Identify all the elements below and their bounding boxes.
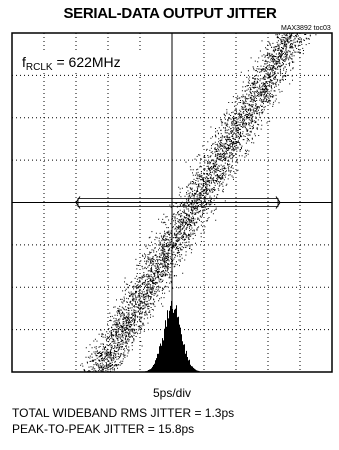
eye-trace <box>77 31 316 377</box>
x-scale-label: 5ps/div <box>153 386 191 400</box>
noise-dots <box>77 31 316 377</box>
figure-code: MAX3892 toc03 <box>281 25 331 32</box>
note: TOTAL WIDEBAND RMS JITTER = 1.3ps <box>12 406 234 420</box>
note: PEAK-TO-PEAK JITTER = 15.8ps <box>12 422 194 436</box>
condition-subscript: RCLK <box>26 62 53 73</box>
scope-figure: SERIAL-DATA OUTPUT JITTER MAX3892 toc03 … <box>0 0 339 450</box>
histogram <box>144 301 201 372</box>
page: SERIAL-DATA OUTPUT JITTER MAX3892 toc03 … <box>0 0 339 450</box>
condition-value: = 622MHz <box>53 54 121 70</box>
title: SERIAL-DATA OUTPUT JITTER <box>63 5 277 22</box>
